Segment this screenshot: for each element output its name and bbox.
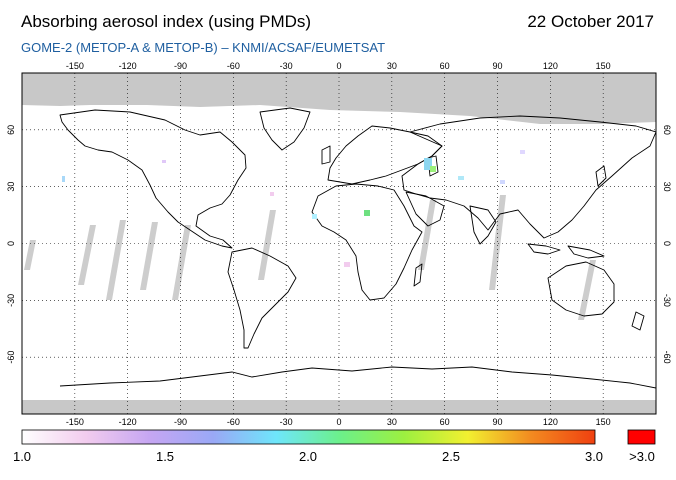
colorbar-label-2-5: 2.5: [441, 449, 461, 464]
top-lon-label-0: 0: [336, 61, 341, 71]
bottom-lon-label-150: 150: [596, 417, 611, 427]
orbit-gaps: [24, 195, 596, 320]
right-lat-label-0: 0: [662, 241, 672, 246]
bottom-lon-label--30: -30: [280, 417, 293, 427]
bottom-lon-label--120: -120: [119, 417, 137, 427]
top-lon-label-60: 60: [440, 61, 450, 71]
top-lon-label--150: -150: [66, 61, 84, 71]
aerosol-signals: [62, 150, 525, 267]
colorbar-label-2-0: 2.0: [298, 449, 318, 464]
colorbar-label-1-5: 1.5: [155, 449, 175, 464]
right-lat-label--60: -60: [662, 351, 672, 364]
bottom-lon-label-120: 120: [543, 417, 558, 427]
colorbar: [21, 429, 596, 445]
bottom-lon-label--150: -150: [66, 417, 84, 427]
top-lon-label-120: 120: [543, 61, 558, 71]
map-subtitle: GOME-2 (METOP-A & METOP-B) – KNMI/ACSAF/…: [21, 40, 386, 55]
antarctica: [59, 366, 656, 389]
left-lat-label-60: 60: [6, 125, 16, 135]
map-date: 22 October 2017: [527, 12, 654, 31]
map-title: Absorbing aerosol index (using PMDs): [21, 12, 312, 31]
right-lat-label--30: -30: [662, 294, 672, 307]
bottom-lon-label--60: -60: [227, 417, 240, 427]
colorbar-label-overflow: >3.0: [629, 449, 655, 464]
left-lat-label-30: 30: [6, 182, 16, 192]
bottom-lon-label-60: 60: [440, 417, 450, 427]
bottom-lon-label-0: 0: [336, 417, 341, 427]
left-lat-label--60: -60: [6, 351, 16, 364]
top-lon-label--120: -120: [119, 61, 137, 71]
top-lon-label--90: -90: [174, 61, 187, 71]
left-lat-label-0: 0: [6, 241, 16, 246]
top-lon-label--30: -30: [280, 61, 293, 71]
left-lat-label--30: -30: [6, 294, 16, 307]
top-lon-label-30: 30: [387, 61, 397, 71]
top-lon-label--60: -60: [227, 61, 240, 71]
top-lon-label-90: 90: [492, 61, 502, 71]
graticule: [22, 73, 656, 414]
right-lat-label-30: 30: [662, 182, 672, 192]
colorbar-overflow-box: [627, 429, 656, 445]
top-lon-label-150: 150: [596, 61, 611, 71]
colorbar-label-1-0: 1.0: [12, 449, 32, 464]
coastlines: [59, 107, 656, 349]
colorbar-label-3-0: 3.0: [584, 449, 604, 464]
axis-tick-labels: -150 -150 -120 -120 -90 -90 -60 -60 -30 -30 0 0 30 30…: [6, 61, 672, 427]
bottom-lon-label-30: 30: [387, 417, 397, 427]
right-lat-label-60: 60: [662, 125, 672, 135]
bottom-lon-label-90: 90: [492, 417, 502, 427]
bottom-lon-label--90: -90: [174, 417, 187, 427]
antarctic-no-data: [22, 400, 656, 414]
